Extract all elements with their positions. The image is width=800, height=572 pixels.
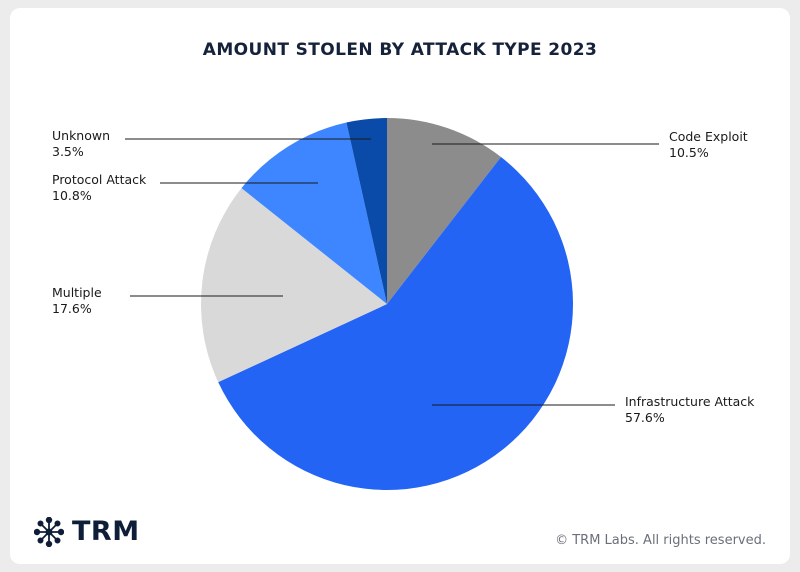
network-icon bbox=[34, 516, 64, 547]
slice-label-multiple: Multiple bbox=[52, 285, 102, 300]
pie-slice-multiple bbox=[200, 188, 387, 383]
slice-value-protocol-attack: 10.8% bbox=[52, 188, 92, 203]
slice-label-protocol-attack: Protocol Attack bbox=[52, 172, 147, 187]
chart-title: AMOUNT STOLEN BY ATTACK TYPE 2023 bbox=[202, 40, 598, 60]
slice-label-infrastructure-attack: Infrastructure Attack bbox=[625, 394, 755, 409]
slice-value-infrastructure-attack: 57.6% bbox=[625, 410, 665, 425]
brand-name: TRM bbox=[72, 516, 140, 547]
slice-value-unknown: 3.5% bbox=[52, 144, 84, 159]
copyright-text: © TRM Labs. All rights reserved. bbox=[555, 533, 766, 548]
slice-label-code-exploit: Code Exploit bbox=[669, 129, 748, 144]
slice-label-unknown: Unknown bbox=[52, 128, 110, 143]
slice-value-code-exploit: 10.5% bbox=[669, 145, 709, 160]
pie-slice-protocol-attack bbox=[241, 122, 387, 304]
pie-slice-unknown bbox=[346, 118, 387, 304]
pie-slice-infrastructure-attack bbox=[218, 157, 574, 490]
pie-slice-code-exploit bbox=[387, 118, 502, 304]
trm-logo: TRM bbox=[34, 516, 140, 547]
slice-value-multiple: 17.6% bbox=[52, 301, 92, 316]
